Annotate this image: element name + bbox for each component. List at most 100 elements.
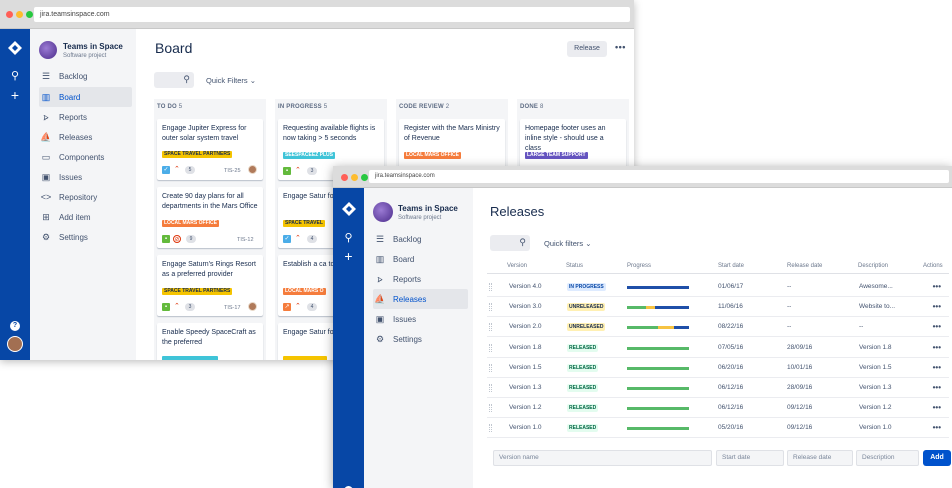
project-name[interactable]: Teams in Space [63, 42, 123, 51]
sidebar-item-reports[interactable]: ⦠ Reports [39, 107, 132, 127]
version-name[interactable]: Version 1.5 [509, 363, 542, 371]
drag-handle-icon[interactable] [489, 424, 492, 433]
release-date-input[interactable]: Release date [787, 450, 853, 466]
row-actions-icon[interactable]: ••• [932, 282, 941, 291]
version-name-input[interactable]: Version name [493, 450, 712, 466]
description: Awesome... [859, 283, 893, 290]
table-row[interactable]: Version 1.3 RELEASED 06/12/16 28/09/16 Versi… [487, 378, 949, 398]
project-avatar[interactable] [373, 202, 393, 222]
settings-icon: ⚙ [41, 232, 51, 242]
project-name[interactable]: Teams in Space [398, 204, 458, 213]
progress-bar [627, 346, 689, 350]
jira-logo-icon[interactable] [0, 41, 30, 60]
help-icon[interactable]: ? [0, 319, 30, 331]
row-actions-icon[interactable]: ••• [932, 383, 941, 392]
sidebar-item-releases[interactable]: ⛵ Releases [39, 127, 132, 147]
column-header-start-date[interactable]: Start date [718, 263, 745, 269]
drag-handle-icon[interactable] [489, 323, 492, 332]
sidebar-item-reports[interactable]: ⦠ Reports [373, 269, 468, 289]
row-actions-icon[interactable]: ••• [932, 403, 941, 413]
version-name[interactable]: Version 1.2 [509, 404, 542, 412]
version-name[interactable]: Version 4.0 [509, 283, 542, 290]
priority-highest-icon: ⌃ [174, 303, 180, 310]
quick-filters-dropdown[interactable]: Quick Filters ⌄ [206, 76, 257, 85]
search-icon[interactable]: ⚲ [10, 70, 20, 82]
close-window-dot[interactable] [6, 11, 13, 18]
table-row[interactable]: Version 3.0 UNRELEASED 11/06/16 -- Website t… [487, 297, 949, 318]
search-icon[interactable]: ⚲ [344, 232, 353, 244]
address-bar[interactable]: jira.teamsinspace.com [34, 7, 630, 22]
minimize-window-dot[interactable] [351, 174, 358, 181]
drag-handle-icon[interactable] [489, 303, 492, 312]
assignee-avatar[interactable] [248, 165, 257, 174]
drag-handle-icon[interactable] [489, 404, 492, 413]
version-name[interactable]: Version 2.0 [509, 323, 542, 331]
quick-filters-dropdown[interactable]: Quick filters ⌄ [544, 239, 592, 248]
drag-handle-icon[interactable] [489, 283, 492, 291]
sidebar-item-board[interactable]: ▥ Board [373, 249, 468, 269]
table-row[interactable]: Version 1.0 RELEASED 05/20/16 09/12/16 Versi… [487, 418, 949, 439]
row-actions-icon[interactable]: ••• [932, 322, 941, 332]
version-name[interactable]: Version 1.8 [509, 343, 542, 351]
table-row[interactable]: Version 2.0 UNRELEASED 08/22/16 -- -- ••• [487, 317, 949, 338]
version-name[interactable]: Version 1.0 [509, 424, 542, 432]
search-input[interactable]: ⚲ [154, 72, 194, 88]
row-actions-icon[interactable]: ••• [932, 342, 941, 352]
drag-handle-icon[interactable] [489, 384, 492, 392]
sidebar-item-issues[interactable]: ▣ Issues [373, 309, 468, 329]
row-actions-icon[interactable]: ••• [932, 423, 941, 433]
version-name[interactable]: Version 1.3 [509, 384, 542, 391]
sidebar-item-components[interactable]: ▭ Components [39, 147, 132, 167]
minimize-window-dot[interactable] [16, 11, 23, 18]
description-input[interactable]: Description [856, 450, 919, 466]
issue-key[interactable]: TIS-25 [224, 168, 241, 174]
issue-key[interactable]: TIS-12 [237, 237, 254, 243]
maximize-window-dot[interactable] [361, 174, 368, 181]
column-header-status[interactable]: Status [566, 263, 584, 269]
start-date: 06/12/16 [718, 384, 744, 391]
sidebar-item-board[interactable]: ▥ Board [39, 87, 132, 107]
column-header-progress[interactable]: Progress [627, 263, 652, 269]
sidebar-item-issues[interactable]: ▣ Issues [39, 167, 132, 187]
issue-card[interactable]: Engage Jupiter Express for outer solar s… [157, 119, 263, 180]
sidebar-item-releases[interactable]: ⛵ Releases [373, 289, 468, 309]
drag-handle-icon[interactable] [489, 363, 492, 372]
assignee-avatar[interactable] [248, 302, 257, 311]
row-actions-icon[interactable]: ••• [932, 302, 941, 312]
column-header-release-date[interactable]: Release date [787, 263, 823, 269]
jira-logo-icon[interactable] [333, 202, 364, 221]
column-header-version[interactable]: Version [507, 263, 528, 269]
start-date-input[interactable]: Start date [716, 450, 784, 466]
user-avatar[interactable] [0, 336, 30, 357]
issue-card[interactable]: Enable Speedy SpaceCraft as the preferre… [157, 323, 263, 360]
issue-card[interactable]: Engage Saturn's Rings Resort as a prefer… [157, 255, 263, 316]
sidebar-item-settings[interactable]: ⚙ Settings [39, 227, 132, 247]
close-window-dot[interactable] [341, 174, 348, 181]
sidebar-item-backlog[interactable]: ☰ Backlog [373, 229, 468, 249]
sidebar-item-settings[interactable]: ⚙ Settings [373, 329, 468, 349]
sidebar-item-repository[interactable]: <> Repository [39, 187, 132, 207]
create-icon[interactable]: + [344, 248, 353, 264]
row-actions-icon[interactable]: ••• [932, 362, 941, 372]
table-row[interactable]: Version 1.5 RELEASED 06/20/16 10/01/16 Versi… [487, 358, 949, 378]
more-actions-icon[interactable]: ••• [615, 42, 626, 52]
sidebar-item-backlog[interactable]: ☰ Backlog [39, 66, 132, 86]
add-version-button[interactable]: Add [923, 450, 951, 466]
create-icon[interactable]: + [10, 87, 20, 103]
search-input[interactable]: ⚲ [490, 235, 530, 251]
table-row[interactable]: Version 4.0 IN PROGRESS 01/06/17 -- Awesome.… [487, 277, 949, 297]
project-avatar[interactable] [39, 41, 57, 59]
address-bar[interactable]: jira.teamsinspace.com [369, 170, 949, 183]
maximize-window-dot[interactable] [26, 11, 33, 18]
release-button[interactable]: Release [567, 41, 607, 57]
column-header-description[interactable]: Description [858, 263, 889, 269]
table-row[interactable]: Version 1.8 RELEASED 07/05/16 28/09/16 Versi… [487, 338, 949, 358]
status-badge: RELEASED [567, 384, 599, 392]
sidebar-item-add-item[interactable]: ⊞ Add item [39, 207, 132, 227]
table-row[interactable]: Version 1.2 RELEASED 06/12/16 09/12/16 Versi… [487, 398, 949, 419]
help-icon[interactable] [333, 482, 364, 488]
issue-key[interactable]: TIS-17 [224, 305, 241, 311]
issue-card[interactable]: Create 90 day plans for all departments … [157, 187, 263, 248]
drag-handle-icon[interactable] [489, 343, 492, 352]
version-name[interactable]: Version 3.0 [509, 303, 542, 311]
